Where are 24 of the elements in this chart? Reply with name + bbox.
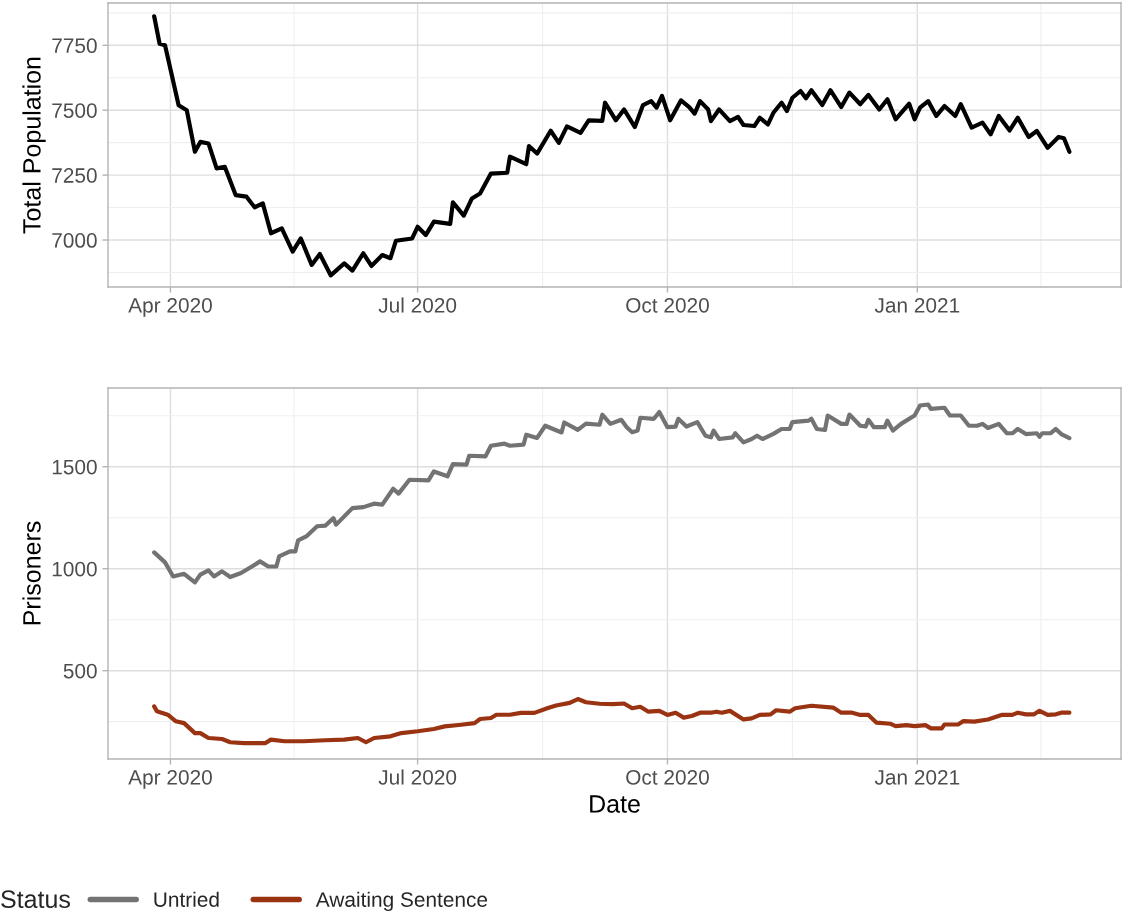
y-tick-label: 7750: [52, 38, 97, 54]
x-tick-label: Jan 2021: [874, 769, 960, 785]
y-tick-label: 7500: [52, 103, 97, 118]
x-tick-label: Oct 2020: [626, 297, 709, 313]
x-tick-label: Apr 2020: [128, 297, 212, 317]
y-tick-label: 500: [63, 663, 97, 679]
y-tick-label: 7000: [52, 233, 97, 248]
x-tick-label: Jul 2020: [378, 297, 457, 313]
y-tick-label: 7250: [52, 168, 97, 183]
x-tick-label: Oct 2020: [626, 769, 709, 785]
y-tick-label: 1500: [52, 459, 97, 475]
legend-label: Awaiting Sentence: [315, 891, 488, 912]
x-axis-title: Date: [590, 795, 640, 813]
y-tick-label: 1000: [52, 561, 97, 577]
x-tick-label: Jan 2021: [874, 297, 960, 313]
x-tick-label: Apr 2020: [128, 769, 212, 789]
legend-label: Untried: [154, 891, 219, 907]
line-series: [152, 14, 1072, 278]
line-series: [152, 696, 1072, 746]
line-series: [152, 402, 1072, 585]
y-axis-title: Prisoners: [22, 521, 41, 625]
legend-title: Status: [1, 890, 70, 909]
y-axis-title: Total Population: [22, 57, 46, 234]
x-tick-label: Jul 2020: [378, 769, 457, 785]
